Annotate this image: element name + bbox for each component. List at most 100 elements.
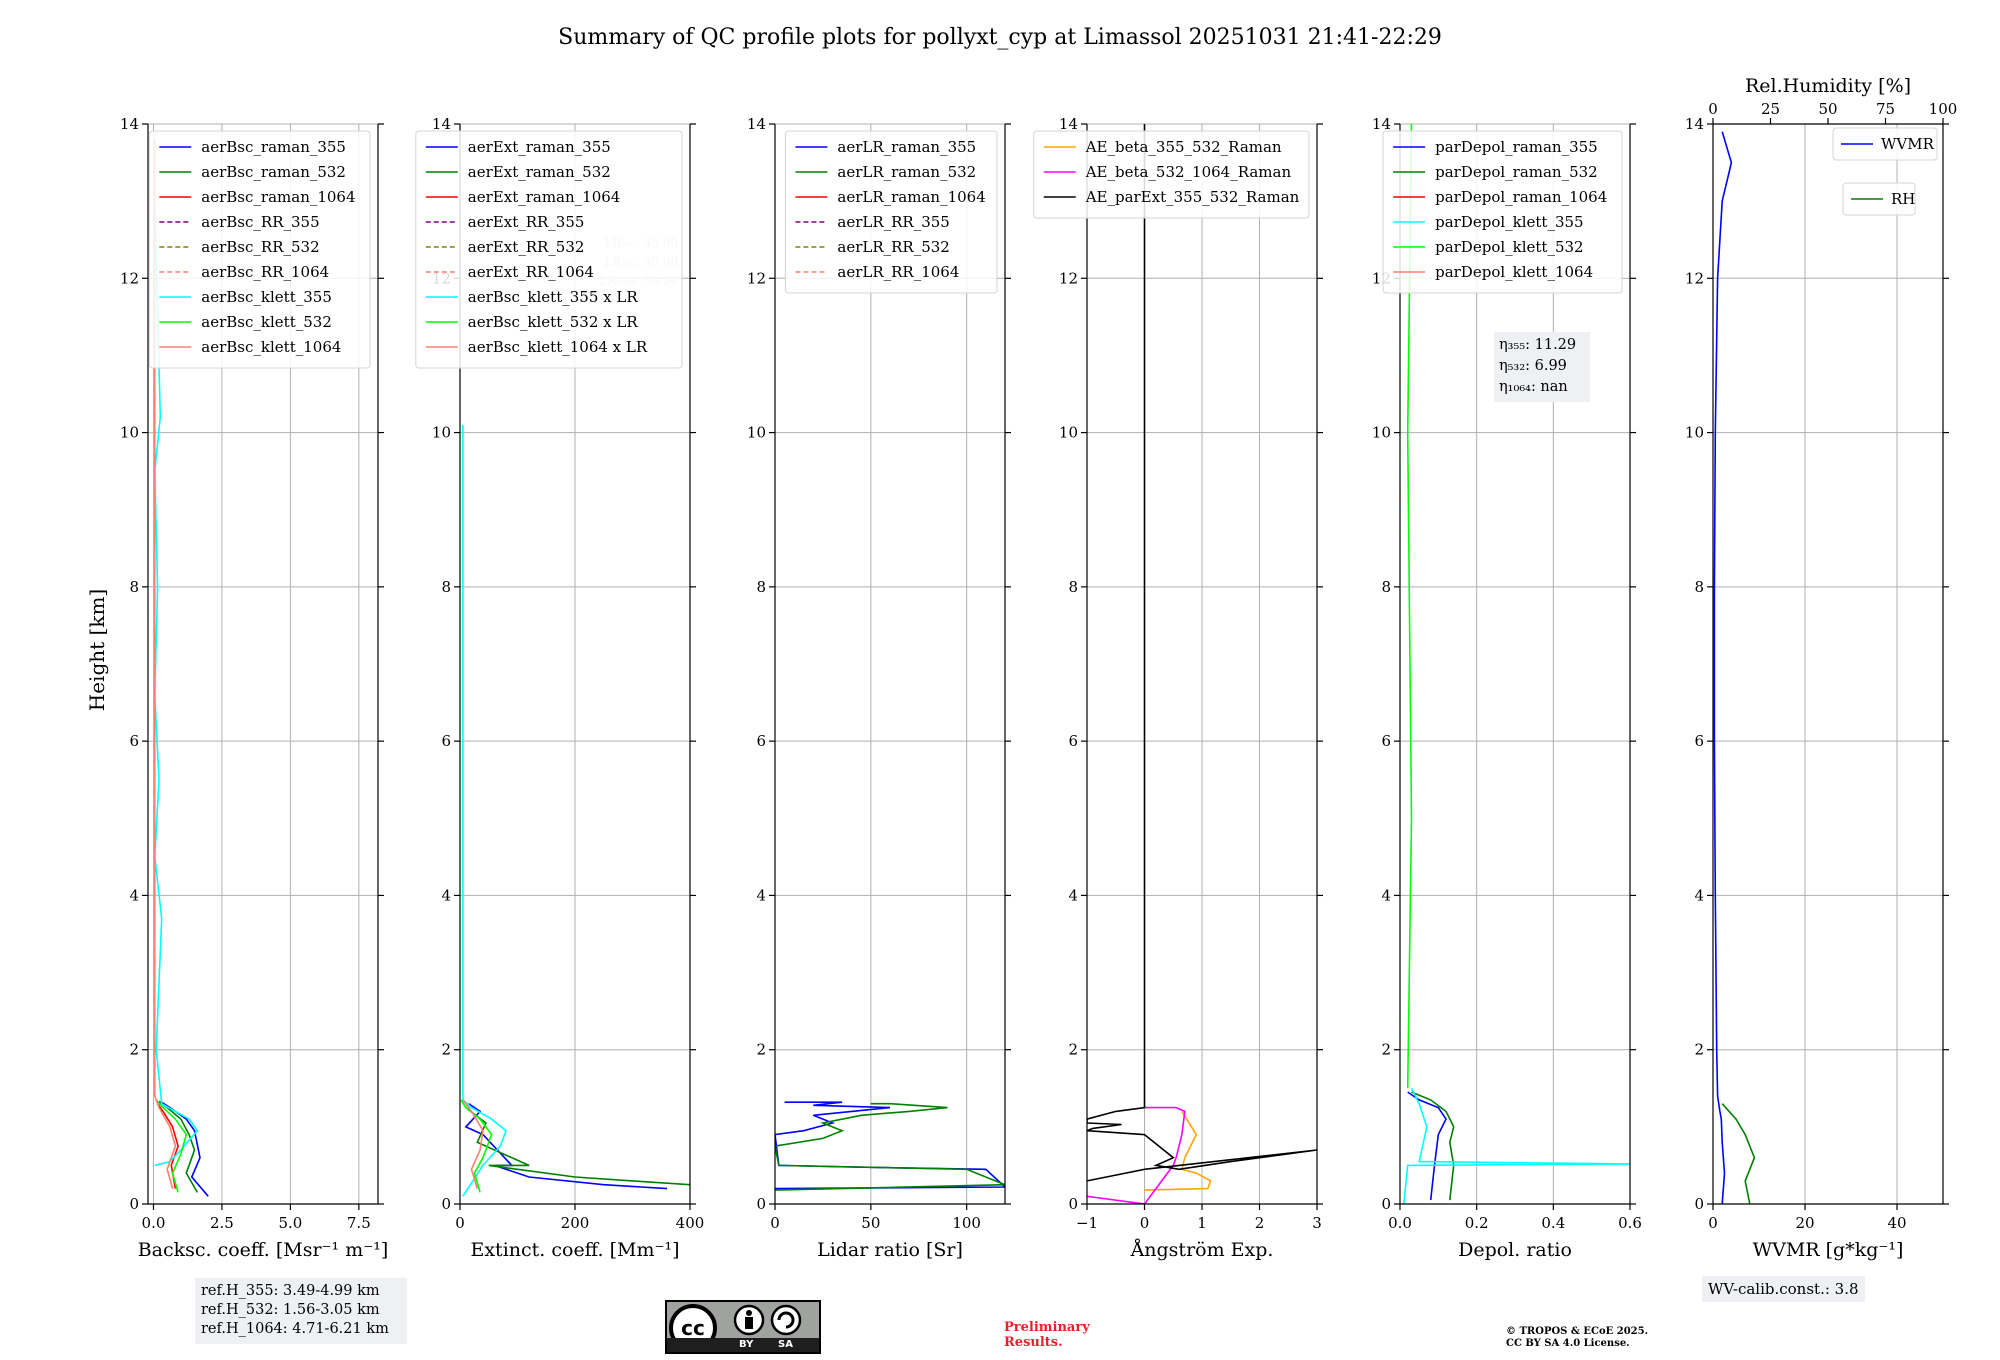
legend-entry: aerLR_raman_355 bbox=[837, 138, 976, 156]
panel-backscatter: 0 2 4 6 8 10 12 14 0.0 2.5 5.0 7.5 Backsc. coeff. [M… bbox=[120, 115, 388, 1261]
series-line-rh bbox=[1721, 1103, 1756, 1204]
depol-eta-box: η₃₅₅: 11.29 η₅₃₂: 6.99 η₁₀₆₄: nan bbox=[1494, 332, 1590, 402]
legend-entry: aerExt_RR_355 bbox=[468, 213, 585, 231]
svg-text:cc: cc bbox=[681, 1316, 705, 1340]
series-line-aerbsc-klett-355 bbox=[153, 201, 199, 1167]
legend-frame bbox=[1033, 130, 1310, 219]
cc-sa-label: SA bbox=[778, 1339, 793, 1350]
ref-height-box: ref.H_355: 3.49-4.99 km ref.H_532: 1.56-… bbox=[195, 1278, 407, 1344]
y-tick-label: 12 bbox=[747, 269, 766, 287]
legend-entry: parDepol_klett_532 bbox=[1435, 238, 1584, 256]
series-line-aerlr-raman-532 bbox=[775, 1102, 1005, 1191]
y-tick-label: 10 bbox=[432, 424, 451, 442]
x-tick-label: 100 bbox=[952, 1214, 981, 1232]
legend-entry: aerExt_raman_355 bbox=[468, 138, 611, 156]
legend-frame bbox=[1832, 127, 1938, 161]
x-tick-label: 5.0 bbox=[278, 1214, 302, 1232]
panel-lidar_ratio: 0 2 4 6 8 10 12 14 0 50 100 Lidar ratio [Sr] aerLR_r… bbox=[747, 115, 1011, 1261]
eta-355: η₃₅₅: 11.29 bbox=[1499, 337, 1577, 353]
top-x-tick-label: 50 bbox=[1818, 100, 1837, 118]
legend-entry: aerBsc_RR_532 bbox=[201, 238, 319, 256]
legend-frame bbox=[415, 130, 683, 369]
y-tick-label: 0 bbox=[1068, 1195, 1078, 1213]
legend-entry: aerBsc_raman_532 bbox=[201, 163, 346, 181]
series-line-pardepol-klett-355 bbox=[1403, 1087, 1630, 1204]
series-line-aerbsc-raman-1064 bbox=[156, 1103, 179, 1189]
y-tick-label: 0 bbox=[1381, 1195, 1391, 1213]
legend-entry: aerLR_raman_1064 bbox=[837, 188, 985, 206]
ref-h-355: ref.H_355: 3.49-4.99 km bbox=[201, 1283, 380, 1299]
top-x-tick-label: 25 bbox=[1761, 100, 1780, 118]
y-tick-label: 10 bbox=[1685, 424, 1704, 442]
y-tick-label: 12 bbox=[1059, 269, 1078, 287]
legend-entry: aerBsc_klett_532 bbox=[201, 313, 332, 331]
series-line-wvmr bbox=[1713, 131, 1733, 1204]
x-tick-label: 0 bbox=[1140, 1214, 1150, 1232]
y-tick-label: 12 bbox=[120, 269, 139, 287]
x-tick-label: 0 bbox=[1708, 1214, 1718, 1232]
x-axis-label: Lidar ratio [Sr] bbox=[817, 1239, 963, 1261]
legend-frame bbox=[784, 130, 998, 294]
cc-license-badge[interactable]: cc BY SA bbox=[665, 1300, 821, 1354]
y-tick-label: 6 bbox=[756, 732, 766, 750]
y-tick-label: 4 bbox=[441, 886, 451, 904]
x-tick-label: 400 bbox=[676, 1214, 705, 1232]
legend-entry: aerBsc_RR_355 bbox=[201, 213, 319, 231]
x-tick-label: 20 bbox=[1795, 1214, 1814, 1232]
legend-entry: AE_parExt_355_532_Raman bbox=[1085, 188, 1300, 206]
x-tick-label: 0 bbox=[770, 1214, 780, 1232]
legend-entry: parDepol_raman_355 bbox=[1435, 138, 1598, 156]
y-tick-label: 6 bbox=[129, 732, 139, 750]
legend-entry: aerExt_raman_532 bbox=[468, 163, 611, 181]
legend-entry: aerExt_raman_1064 bbox=[468, 188, 621, 206]
y-tick-label: 8 bbox=[129, 578, 139, 596]
series-line-ae-parext-355-532-raman bbox=[1087, 124, 1317, 1182]
preliminary-line-1: Preliminary bbox=[1004, 1320, 1090, 1335]
top-x-axis-label: Rel.Humidity [%] bbox=[1745, 75, 1911, 97]
figure-title: Summary of QC profile plots for pollyxt_… bbox=[558, 25, 1442, 50]
x-axis-label: Backsc. coeff. [Msr⁻¹ m⁻¹] bbox=[138, 1239, 389, 1261]
legend: AE_beta_355_532_Raman AE_beta_532_1064_Ra… bbox=[1033, 130, 1310, 219]
legend-entry: aerBsc_raman_355 bbox=[201, 138, 346, 156]
x-tick-label: 0 bbox=[455, 1214, 465, 1232]
y-tick-label: 10 bbox=[120, 424, 139, 442]
series-group bbox=[1713, 131, 1756, 1204]
preliminary-line-2: Results. bbox=[1004, 1335, 1063, 1350]
y-tick-label: 0 bbox=[129, 1195, 139, 1213]
y-tick-label: 6 bbox=[1068, 732, 1078, 750]
legend: WVMR RH bbox=[1832, 127, 1938, 216]
y-tick-label: 10 bbox=[1059, 424, 1078, 442]
y-tick-label: 6 bbox=[1381, 732, 1391, 750]
legend-entry: aerExt_RR_1064 bbox=[468, 263, 594, 281]
y-tick-label: 6 bbox=[1694, 732, 1704, 750]
legend-entry: RH bbox=[1891, 190, 1915, 208]
x-tick-label: 0.6 bbox=[1618, 1214, 1642, 1232]
legend: aerLR_raman_355 aerLR_raman_532 aerLR_rama… bbox=[784, 130, 998, 294]
y-tick-label: 2 bbox=[1694, 1041, 1704, 1059]
y-tick-label: 0 bbox=[1694, 1195, 1704, 1213]
x-tick-label: 50 bbox=[861, 1214, 880, 1232]
top-x-tick-label: 100 bbox=[1929, 100, 1958, 118]
series-line-ae-beta-355-532-raman bbox=[1144, 1110, 1212, 1191]
y-tick-label: 4 bbox=[1068, 886, 1078, 904]
copyright-line-2: CC BY SA 4.0 License. bbox=[1506, 1338, 1630, 1349]
y-tick-label: 14 bbox=[432, 115, 451, 133]
y-tick-label: 8 bbox=[1381, 578, 1391, 596]
x-axis-label: Ångström Exp. bbox=[1130, 1239, 1274, 1261]
legend-frame bbox=[1382, 130, 1623, 294]
legend-entry: AE_beta_532_1064_Raman bbox=[1085, 163, 1292, 181]
y-tick-label: 14 bbox=[1372, 115, 1391, 133]
series-group bbox=[460, 424, 690, 1197]
x-tick-label: −1 bbox=[1076, 1214, 1098, 1232]
x-tick-label: 40 bbox=[1887, 1214, 1906, 1232]
x-tick-label: 0.0 bbox=[1388, 1214, 1412, 1232]
x-tick-label: 0.2 bbox=[1465, 1214, 1489, 1232]
legend-frame bbox=[148, 130, 371, 369]
x-tick-label: 2.5 bbox=[210, 1214, 234, 1232]
series-group bbox=[1087, 124, 1317, 1204]
cc-by-label: BY bbox=[739, 1339, 754, 1350]
x-axis-label: WVMR [g*kg⁻¹] bbox=[1753, 1239, 1904, 1261]
